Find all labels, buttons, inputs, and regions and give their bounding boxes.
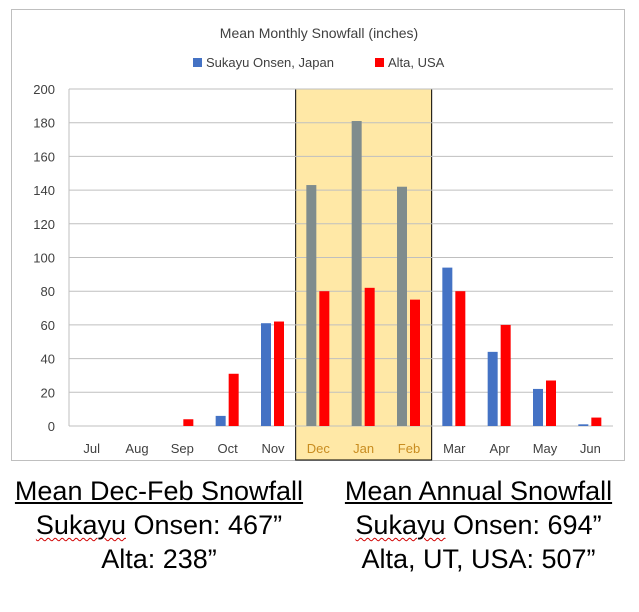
annual-sukayu-label: Sukayu [355, 510, 446, 540]
highlight-box [295, 88, 433, 461]
dec-feb-heading: Mean Dec-Feb Snowfall [14, 476, 304, 506]
x-tick-label: May [533, 441, 558, 456]
dec-feb-alta-line: Alta: 238” [101, 544, 217, 574]
y-tick-label: 120 [33, 217, 55, 232]
legend-label: Sukayu Onsen, Japan [206, 55, 334, 70]
annual-alta-line: Alta, UT, USA: 507” [361, 544, 596, 574]
annual-heading: Mean Annual Snowfall [344, 476, 613, 506]
bar-alta-may [546, 380, 556, 426]
x-tick-label: Jan [353, 441, 374, 456]
x-tick-label: Nov [261, 441, 285, 456]
x-tick-label: Apr [490, 441, 511, 456]
snowfall-bar-chart: Mean Monthly Snowfall (inches) Sukayu On… [33, 25, 613, 461]
bar-alta-sep [183, 419, 194, 426]
x-tick-label: Jun [580, 441, 601, 456]
chart-title: Mean Monthly Snowfall (inches) [220, 25, 418, 41]
x-tick-label: Sep [171, 441, 194, 456]
y-tick-label: 160 [33, 149, 55, 164]
dec-feb-sukayu-label: Sukayu [35, 510, 126, 540]
y-tick-label: 200 [33, 82, 55, 97]
y-tick-label: 0 [48, 419, 55, 434]
bar-sukayu-dec [306, 185, 317, 426]
bar-alta-mar [455, 291, 466, 426]
bar-alta-oct [228, 373, 239, 426]
x-tick-label: Mar [443, 441, 466, 456]
bar-alta-nov [274, 321, 284, 426]
y-tick-label: 100 [33, 251, 55, 266]
chart-frame: Mean Monthly Snowfall (inches) Sukayu On… [11, 9, 625, 461]
annual-summary: Mean Annual Snowfall Sukayu Onsen: 694” … [318, 474, 639, 576]
y-tick-label: 20 [41, 385, 55, 400]
y-tick-label: 40 [41, 352, 55, 367]
legend-label: Alta, USA [388, 55, 445, 70]
annual-sukayu-value: Onsen: 694” [445, 510, 602, 540]
bar-sukayu-apr [487, 351, 498, 426]
bar-sukayu-mar [442, 267, 453, 426]
bar-alta-feb [410, 299, 420, 426]
bar-sukayu-jun [578, 424, 589, 426]
bar-alta-apr [500, 324, 511, 426]
y-tick-label: 60 [41, 318, 55, 333]
bar-alta-dec [319, 291, 330, 426]
bar-sukayu-oct [215, 415, 226, 426]
x-tick-label: Dec [307, 441, 331, 456]
chart-legend: Sukayu Onsen, Japan Alta, USA [193, 55, 445, 70]
x-tick-label: Oct [218, 441, 239, 456]
y-tick-label: 140 [33, 183, 55, 198]
dec-feb-sukayu-line: Sukayu Onsen: 467” [0, 508, 318, 542]
dec-feb-sukayu-value: Onsen: 467” [125, 510, 283, 540]
bar-sukayu-jan [351, 121, 362, 426]
x-tick-label: Jul [83, 441, 100, 456]
y-tick-label: 180 [33, 116, 55, 131]
dec-feb-summary: Mean Dec-Feb Snowfall Sukayu Onsen: 467”… [0, 474, 318, 576]
bar-sukayu-nov [261, 323, 271, 426]
bar-alta-jan [364, 287, 375, 426]
x-tick-label: Aug [125, 441, 148, 456]
bar-sukayu-may [533, 388, 543, 426]
annual-sukayu-line: Sukayu Onsen: 694” [318, 508, 639, 542]
x-tick-label: Feb [398, 441, 420, 456]
legend-swatch [193, 58, 202, 67]
bar-sukayu-feb [397, 186, 407, 426]
bar-alta-jun [591, 417, 602, 426]
legend-swatch [375, 58, 384, 67]
y-tick-label: 80 [41, 284, 55, 299]
